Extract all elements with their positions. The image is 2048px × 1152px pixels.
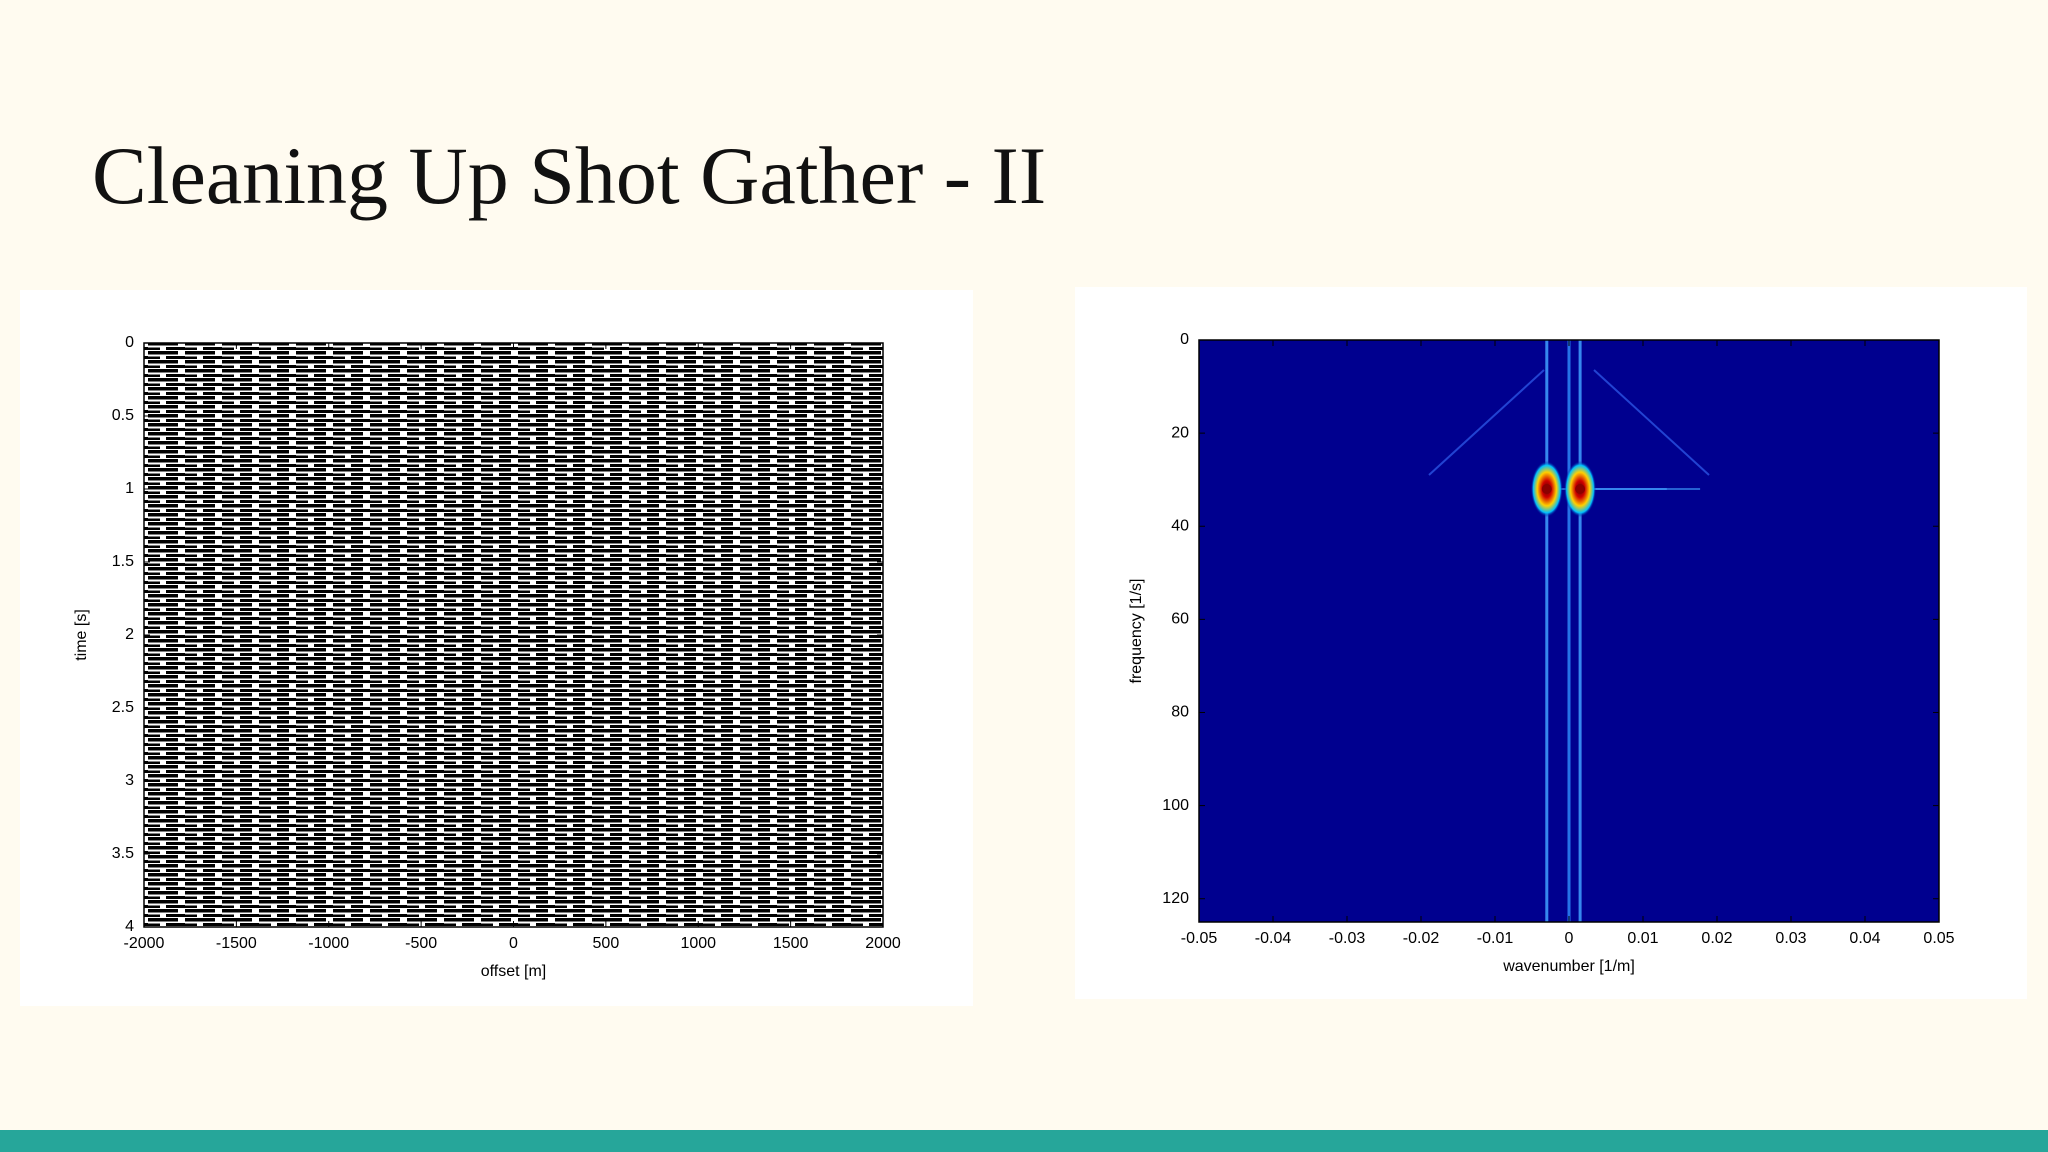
peak-core	[1575, 483, 1586, 494]
y-tick-label: 120	[1162, 890, 1189, 907]
x-tick-label: 0	[1565, 930, 1574, 947]
y-tick-label: 0.5	[112, 407, 134, 424]
y-tick-label: 1.5	[112, 553, 134, 570]
x-tick-label: 0.04	[1849, 930, 1880, 947]
y-tick-label: 3.5	[112, 845, 134, 862]
peak-core	[1541, 483, 1552, 494]
x-tick-label: -0.01	[1477, 930, 1514, 947]
x-tick-label: 0.02	[1701, 930, 1732, 947]
x-axis-label: offset [m]	[481, 963, 547, 980]
y-tick-label: 40	[1171, 517, 1189, 534]
y-tick-label: 2.5	[112, 699, 134, 716]
x-tick-label: 0.05	[1923, 930, 1954, 947]
aliasing-line	[1428, 369, 1545, 476]
y-tick-label: 3	[125, 772, 134, 789]
x-tick-label: 1000	[680, 935, 716, 952]
x-axis-label: wavenumber [1/m]	[1502, 958, 1635, 975]
x-tick-label: 0.03	[1775, 930, 1806, 947]
y-tick-label: 4	[125, 918, 134, 935]
y-tick-label: 2	[125, 626, 134, 643]
slide-title: Cleaning Up Shot Gather - II	[92, 130, 1046, 221]
x-tick-label: -0.04	[1255, 930, 1292, 947]
y-tick-label: 1	[125, 480, 134, 497]
x-tick-label: -0.05	[1181, 930, 1218, 947]
y-axis-label: frequency [1/s]	[1128, 579, 1145, 684]
y-tick-label: 80	[1171, 704, 1189, 721]
footer-bar	[0, 1130, 2048, 1152]
x-tick-label: 0.01	[1627, 930, 1658, 947]
seismic-traces	[144, 343, 883, 927]
x-tick-label: 500	[593, 935, 620, 952]
x-tick-label: -0.03	[1329, 930, 1366, 947]
y-tick-label: 60	[1171, 611, 1189, 628]
y-tick-label: 0	[125, 334, 134, 351]
x-tick-label: 2000	[865, 935, 901, 952]
y-axis-label: time [s]	[73, 609, 90, 661]
x-tick-label: -2000	[124, 935, 165, 952]
x-tick-label: -500	[405, 935, 437, 952]
x-tick-label: 1500	[773, 935, 809, 952]
y-tick-label: 20	[1171, 424, 1189, 441]
x-tick-label: -1500	[216, 935, 257, 952]
x-tick-label: 0	[509, 935, 518, 952]
x-tick-label: -1000	[308, 935, 349, 952]
x-tick-label: -0.02	[1403, 930, 1440, 947]
aliasing-line	[1593, 369, 1710, 476]
y-tick-label: 0	[1180, 331, 1189, 348]
y-tick-label: 100	[1162, 797, 1189, 814]
